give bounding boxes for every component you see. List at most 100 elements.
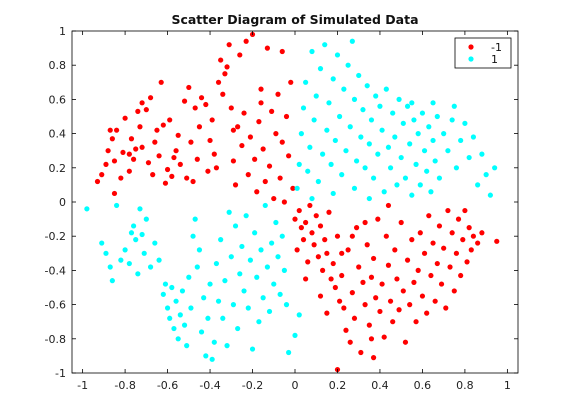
point-series-1-145 [428, 189, 434, 195]
point-series-0-117 [366, 322, 372, 328]
point-series-0-175 [362, 219, 368, 226]
data-points [84, 31, 500, 373]
point-series-1-137 [411, 117, 417, 123]
point-series-1-121 [377, 103, 383, 109]
point-series-1-107 [347, 124, 353, 130]
point-series-1-167 [409, 100, 415, 106]
point-series-0-99 [328, 276, 334, 282]
y-tick-label: 0.6 [49, 93, 67, 106]
point-series-0-13 [130, 156, 137, 162]
point-series-0-29 [169, 173, 175, 179]
point-series-0-4 [107, 127, 113, 133]
point-series-0-156 [449, 230, 455, 236]
point-series-1-13 [137, 206, 143, 212]
point-series-1-165 [351, 185, 358, 191]
legend-marker-0 [468, 44, 474, 50]
point-series-0-155 [447, 264, 453, 270]
point-series-0-12 [128, 136, 135, 142]
point-series-1-142 [421, 148, 428, 154]
y-tick-label: -0.6 [45, 299, 66, 312]
point-series-1-156 [466, 154, 472, 161]
point-series-0-101 [332, 284, 338, 291]
point-series-1-59 [243, 213, 249, 219]
point-series-0-106 [343, 327, 349, 333]
point-series-1-143 [424, 168, 430, 174]
point-series-0-108 [347, 339, 353, 345]
point-series-0-33 [181, 98, 188, 104]
point-series-1-77 [281, 267, 287, 273]
point-series-0-42 [205, 168, 211, 174]
point-series-0-94 [317, 223, 324, 229]
point-series-0-86 [300, 237, 307, 243]
point-series-0-28 [167, 117, 173, 123]
point-series-0-87 [303, 219, 309, 226]
point-series-1-40 [203, 353, 209, 359]
point-series-1-47 [218, 237, 224, 243]
point-series-0-184 [173, 148, 179, 154]
point-series-0-135 [404, 257, 411, 263]
point-series-0-168 [479, 230, 485, 236]
point-series-0-50 [224, 64, 230, 70]
point-series-1-24 [169, 284, 175, 291]
point-series-0-57 [239, 142, 245, 149]
point-series-1-124 [383, 86, 389, 92]
point-series-0-96 [322, 237, 328, 243]
point-series-1-44 [211, 339, 217, 345]
point-series-0-105 [341, 305, 347, 311]
point-series-0-164 [466, 225, 472, 231]
point-series-0-123 [379, 281, 385, 287]
point-series-1-105 [343, 148, 349, 154]
point-series-0-159 [455, 216, 462, 222]
point-series-1-95 [322, 42, 328, 48]
y-tick-label: -1 [55, 367, 66, 380]
point-series-0-139 [413, 319, 419, 325]
axes: -1 -0.8 -0.6 -0.4 -0.2 0 0.2 0.4 0.6 0.8 1-1-0.8-0… [45, 25, 519, 392]
point-series-1-90 [311, 117, 317, 123]
point-series-1-115 [364, 83, 370, 89]
point-series-1-10 [130, 223, 137, 229]
point-series-0-58 [241, 110, 247, 116]
point-series-0-129 [392, 247, 398, 253]
point-series-1-147 [432, 158, 438, 164]
point-series-0-23 [156, 153, 162, 159]
point-series-0-10 [122, 115, 128, 121]
point-series-0-49 [222, 71, 228, 77]
point-series-1-134 [404, 103, 411, 109]
series-0 [94, 31, 500, 373]
point-series-1-45 [213, 260, 220, 267]
point-series-0-45 [211, 151, 217, 157]
point-series-0-137 [409, 237, 415, 243]
point-series-0-44 [209, 117, 215, 123]
point-series-0-75 [277, 175, 283, 181]
point-series-1-93 [317, 66, 324, 72]
point-series-1-86 [303, 79, 309, 85]
point-series-1-71 [269, 240, 275, 246]
point-series-1-30 [181, 322, 188, 328]
point-series-0-172 [324, 310, 330, 316]
point-series-0-52 [228, 105, 234, 111]
point-series-0-67 [260, 146, 266, 152]
point-series-0-88 [305, 259, 311, 265]
point-series-1-136 [409, 192, 415, 198]
point-series-1-6 [118, 257, 124, 263]
x-tick-label: -0.2 [242, 379, 263, 392]
point-series-1-21 [162, 281, 169, 287]
point-series-0-131 [396, 307, 402, 313]
point-series-0-14 [133, 146, 139, 152]
point-series-1-1 [99, 240, 105, 246]
point-series-1-15 [141, 250, 147, 256]
point-series-1-8 [126, 260, 132, 267]
point-series-1-81 [296, 312, 302, 318]
point-series-0-189 [279, 139, 285, 145]
point-series-1-34 [190, 233, 196, 239]
x-tick-label: -0.6 [157, 379, 178, 392]
point-series-0-73 [273, 131, 279, 137]
point-series-0-69 [264, 45, 270, 51]
point-series-0-79 [286, 153, 292, 159]
point-series-1-28 [177, 312, 183, 318]
point-series-1-125 [385, 144, 392, 150]
point-series-0-145 [426, 213, 432, 219]
point-series-1-56 [237, 271, 243, 277]
point-series-1-118 [370, 175, 377, 181]
point-series-1-55 [235, 325, 241, 332]
